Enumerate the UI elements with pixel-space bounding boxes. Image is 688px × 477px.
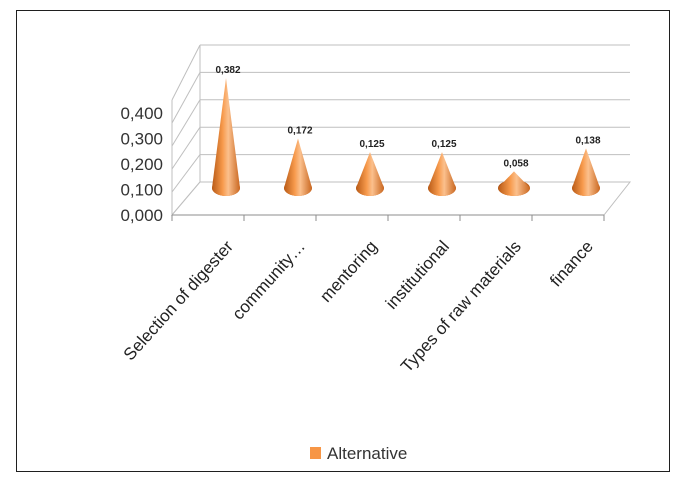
category-label: mentoring [316,237,381,306]
y-tick-label: 0,100 [120,181,163,200]
data-label: 0,125 [359,139,384,150]
data-label: 0,172 [287,126,312,137]
gridlines [170,44,632,216]
data-label: 0,382 [215,65,240,76]
gridline-side [171,99,201,147]
category-label: Selection of digester [120,237,237,364]
data-label: 0,138 [575,135,600,146]
y-tick-label: 0,200 [120,155,163,174]
gridline-side [171,154,201,193]
data-labels: 0,382 0,172 0,125 0,125 0,058 0,138 [215,65,600,169]
legend: Alternative [310,444,407,463]
y-tick-label: 0,300 [120,130,163,149]
cone-bar [428,152,456,196]
category-label: institutional [382,237,453,313]
category-label: community… [228,237,308,323]
cone-bar [498,171,530,196]
data-label: 0,125 [431,139,456,150]
gridline-side [171,44,201,101]
y-tick-label: 0,400 [120,104,163,123]
gridline-side [171,72,201,124]
y-tick-label: 0,000 [120,206,163,225]
category-label: Types of raw materials [397,237,525,376]
cones [212,78,600,196]
cone-bar [356,152,384,196]
legend-label: Alternative [327,444,407,463]
chart-floor [170,181,632,216]
gridline-side [171,126,201,170]
legend-swatch [310,447,321,459]
category-label: finance [546,237,597,290]
cone-bar [572,148,600,196]
cone-bar [284,138,312,196]
data-label: 0,058 [503,158,528,169]
chart-frame [16,10,670,472]
cone-bar [212,78,240,196]
